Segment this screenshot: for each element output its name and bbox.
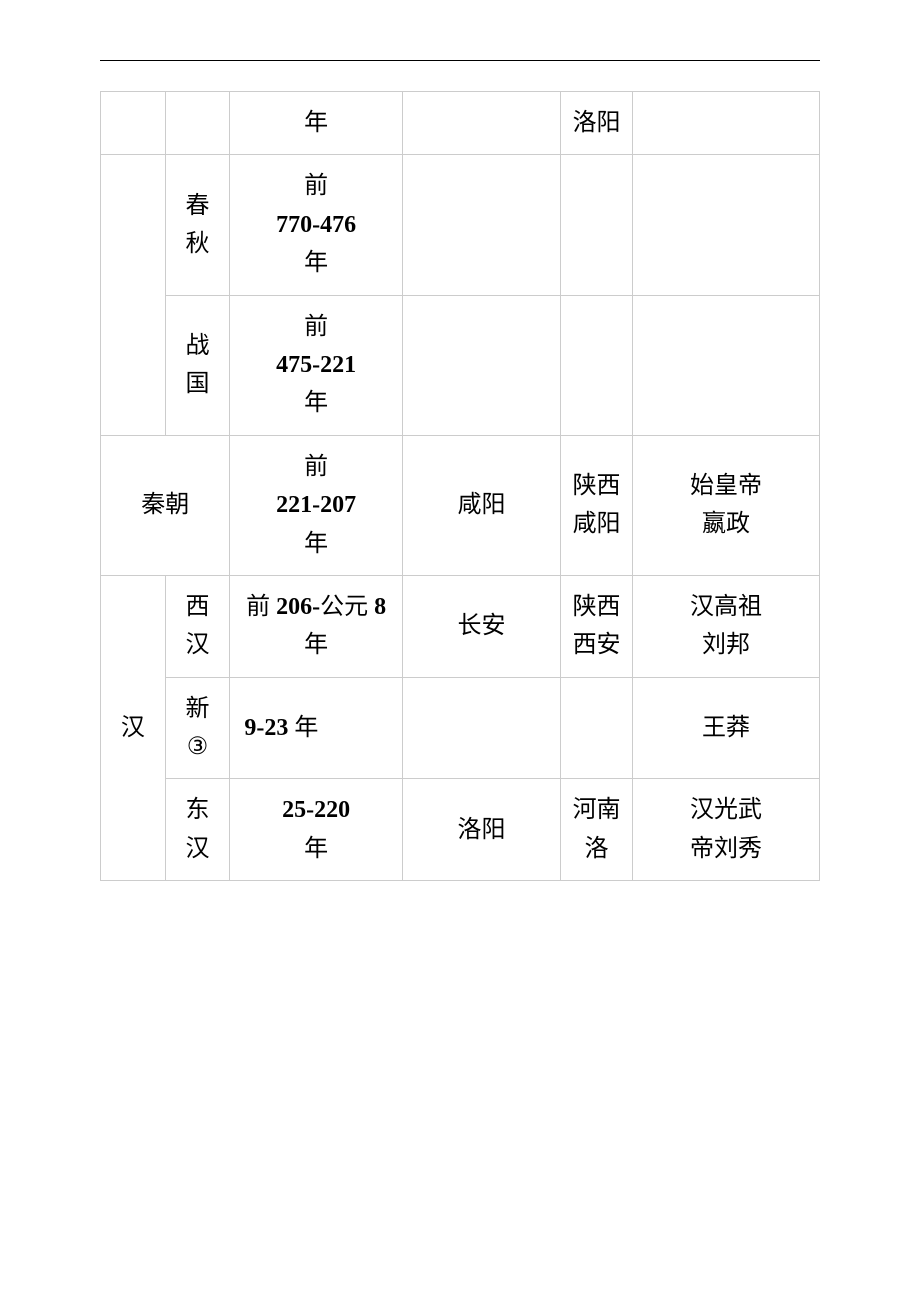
text: 刘邦 (702, 632, 750, 658)
table-row: 年 洛阳 (101, 92, 820, 155)
text: 新 (186, 696, 210, 722)
cell-dynasty: 汉 (101, 575, 166, 880)
cell-empty (402, 295, 560, 435)
cell-location: 陕西西安 (561, 575, 633, 677)
cell-dynasty: 秦朝 (101, 435, 230, 575)
top-divider (100, 60, 820, 61)
cell-emperor: 始皇帝 嬴政 (633, 435, 820, 575)
text: 汉光武 (690, 797, 762, 823)
cell-capital: 洛阳 (402, 779, 560, 881)
cell-daterange: 前 770-476 年 (230, 155, 403, 295)
cell-empty (165, 92, 230, 155)
text: 帝刘秀 (690, 836, 762, 862)
text: 前 (304, 314, 328, 340)
cell-capital: 咸阳 (402, 435, 560, 575)
text: 前 (304, 173, 328, 199)
table-row: 春秋 前 770-476 年 (101, 155, 820, 295)
cell-empty (561, 677, 633, 779)
text: 汉高祖 (690, 594, 762, 620)
cell-empty (633, 92, 820, 155)
cell-period: 战国 (165, 295, 230, 435)
cell-location: 洛阳 (561, 92, 633, 155)
cell-empty (561, 155, 633, 295)
cell-emperor: 汉光武 帝刘秀 (633, 779, 820, 881)
text: 年 (304, 632, 328, 658)
text: 前 (304, 454, 328, 480)
text: 公元 (320, 594, 374, 620)
cell-period: 新 ③ (165, 677, 230, 779)
cell-empty (402, 92, 560, 155)
table-row: 东汉 25-220 年 洛阳 河南洛 汉光武 帝刘秀 (101, 779, 820, 881)
table-row: 新 ③ 9-23 年 王莽 (101, 677, 820, 779)
cell-location: 陕西咸阳 (561, 435, 633, 575)
text-bold: 770-476 (276, 212, 356, 238)
text: 嬴政 (702, 511, 750, 537)
text-bold: 475-221 (276, 352, 356, 378)
cell-emperor: 王莽 (633, 677, 820, 779)
table-row: 秦朝 前 221-207 年 咸阳 陕西咸阳 始皇帝 嬴政 (101, 435, 820, 575)
cell-period: 春秋 (165, 155, 230, 295)
text: 始皇帝 (690, 473, 762, 499)
cell-daterange: 前 475-221 年 (230, 295, 403, 435)
text-bold: 8 (374, 594, 386, 620)
cell-period: 东汉 (165, 779, 230, 881)
table-row: 战国 前 475-221 年 (101, 295, 820, 435)
cell-daterange: 25-220 年 (230, 779, 403, 881)
text: 年 (304, 250, 328, 276)
cell-empty (561, 295, 633, 435)
cell-empty (633, 295, 820, 435)
cell-capital: 长安 (402, 575, 560, 677)
cell-empty (633, 155, 820, 295)
cell-location: 河南洛 (561, 779, 633, 881)
text: 年 (304, 390, 328, 416)
text: 年 (304, 836, 328, 862)
cell-emperor: 汉高祖 刘邦 (633, 575, 820, 677)
cell-daterange: 前 221-207 年 (230, 435, 403, 575)
cell-period: 西汉 (165, 575, 230, 677)
text-bold: 9-23 (244, 715, 294, 741)
text: 年 (304, 531, 328, 557)
cell-year: 年 (230, 92, 403, 155)
text: ③ (187, 734, 209, 760)
cell-daterange: 9-23 年 (230, 677, 403, 779)
text: 前 (246, 594, 276, 620)
cell-empty (402, 677, 560, 779)
text: 年 (294, 715, 318, 741)
dynasty-table: 年 洛阳 春秋 前 770-476 年 战国 前 475-221 年 (100, 91, 820, 881)
cell-empty (101, 92, 166, 155)
cell-empty (402, 155, 560, 295)
text-bold: 25-220 (282, 797, 350, 823)
cell-daterange: 前 206-公元 8 年 (230, 575, 403, 677)
text-bold: 221-207 (276, 492, 356, 518)
cell-empty (101, 155, 166, 435)
text-bold: 206- (276, 594, 320, 620)
table-row: 汉 西汉 前 206-公元 8 年 长安 陕西西安 汉高祖 刘邦 (101, 575, 820, 677)
